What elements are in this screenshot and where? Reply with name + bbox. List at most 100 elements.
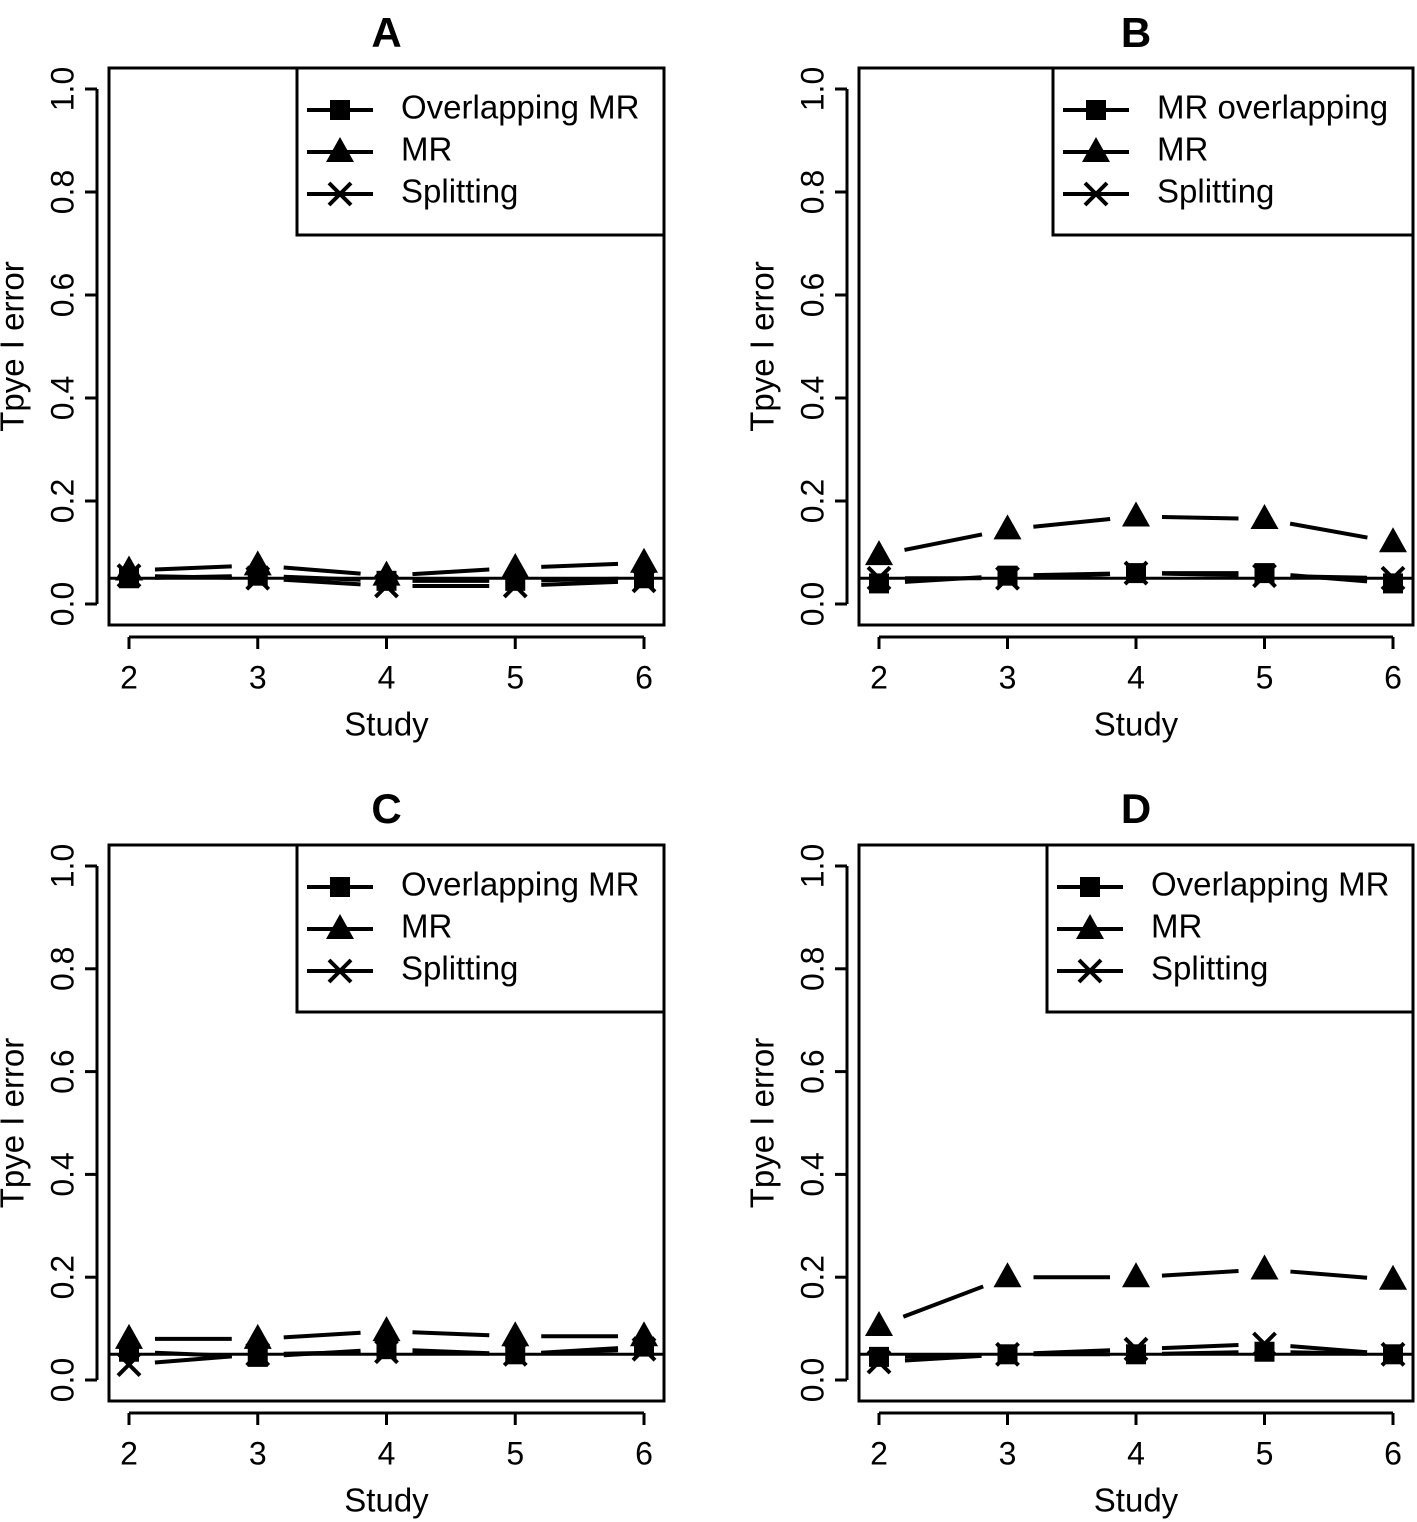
data-point xyxy=(374,573,399,599)
legend-label: MR overlapping xyxy=(1157,89,1388,126)
data-point xyxy=(1379,1264,1407,1290)
legend-item: Overlapping MR xyxy=(307,866,639,903)
data-point xyxy=(115,1323,143,1349)
legend-marker xyxy=(326,137,354,162)
y-tick-label: 0.6 xyxy=(794,1049,830,1093)
series-splitting xyxy=(116,1336,657,1377)
panel-c: C 2 3 4 5 6 Study 0.0 0.2 0.4 0.6 0.8 1.0 Tpye I erro… xyxy=(0,785,666,1519)
legend-item: MR xyxy=(1057,908,1202,945)
data-point xyxy=(993,514,1022,540)
legend-label: MR xyxy=(1151,908,1202,945)
x-tick-label: 4 xyxy=(378,659,396,695)
x-axis: 2 3 4 5 6 Study xyxy=(120,1411,653,1519)
data-point xyxy=(865,540,893,566)
y-tick-label: 1.0 xyxy=(44,67,80,111)
legend-item: Splitting xyxy=(1057,950,1268,987)
panel-d: D 2 3 4 5 6 Study 0.0 0.2 0.4 0.6 0.8 1.0 Tpye I erro… xyxy=(744,785,1415,1519)
y-tick-label: 0.8 xyxy=(44,947,80,991)
series-segment xyxy=(902,1284,984,1319)
y-tick-label: 1.0 xyxy=(794,67,830,111)
series-segment xyxy=(283,1330,361,1340)
series-mr xyxy=(865,1254,1407,1337)
x-tick-label: 3 xyxy=(249,1435,267,1471)
y-tick-label: 0.4 xyxy=(794,376,830,420)
series-segment xyxy=(1290,574,1368,580)
series-splitting xyxy=(866,1331,1406,1375)
data-point xyxy=(993,1262,1022,1288)
y-tick-label: 1.0 xyxy=(794,844,830,888)
legend-item: MR xyxy=(307,131,452,168)
data-point xyxy=(866,565,892,591)
legend-label: Overlapping MR xyxy=(401,89,639,126)
data-point xyxy=(869,573,889,594)
legend: MR overlapping MR Splitting xyxy=(1051,66,1415,237)
legend: Overlapping MR MR Splitting xyxy=(295,843,666,1014)
series-segment xyxy=(154,564,232,572)
data-point xyxy=(374,1339,399,1365)
x-axis-label: Study xyxy=(344,1482,429,1519)
y-tick-label: 0.8 xyxy=(44,170,80,214)
x-tick-label: 5 xyxy=(1256,1435,1274,1471)
legend-marker xyxy=(1076,914,1104,939)
legend-marker xyxy=(326,914,354,939)
series-segment xyxy=(541,579,619,587)
series-segment xyxy=(283,565,361,576)
series-segment xyxy=(904,1353,982,1363)
y-tick-label: 1.0 xyxy=(44,844,80,888)
series-segment xyxy=(1161,1350,1239,1356)
x-tick-label: 6 xyxy=(635,1435,653,1471)
y-tick-label: 0.8 xyxy=(794,947,830,991)
y-tick-label: 0.2 xyxy=(794,479,830,523)
x-axis-label: Study xyxy=(1094,1482,1179,1519)
data-point xyxy=(501,552,530,578)
x-tick-label: 5 xyxy=(506,1435,524,1471)
x-tick-label: 2 xyxy=(120,659,138,695)
series-overlapping-mr xyxy=(869,1341,1403,1367)
series-segment xyxy=(1161,514,1239,521)
x-axis: 2 3 4 5 6 Study xyxy=(120,635,653,743)
series-segment xyxy=(541,1348,619,1356)
data-point xyxy=(501,1321,530,1347)
y-axis-label: Tpye I error xyxy=(0,261,31,432)
data-point xyxy=(372,1316,401,1342)
legend-item: MR xyxy=(307,908,452,945)
data-point xyxy=(1126,1344,1146,1365)
legend-label: MR xyxy=(1157,131,1208,168)
legend-label: Splitting xyxy=(401,173,518,210)
panel-title: D xyxy=(1121,785,1151,832)
y-axis-label: Tpye I error xyxy=(0,1038,31,1209)
series-segment xyxy=(283,577,361,587)
data-point xyxy=(502,573,528,599)
y-axis: 0.0 0.2 0.4 0.6 0.8 1.0 Tpye I error xyxy=(744,844,849,1402)
y-axis: 0.0 0.2 0.4 0.6 0.8 1.0 Tpye I error xyxy=(0,67,99,626)
x-tick-label: 2 xyxy=(120,1435,138,1471)
x-tick-label: 5 xyxy=(506,659,524,695)
data-point xyxy=(1252,1331,1277,1357)
series-segment xyxy=(1290,1350,1368,1356)
x-tick-label: 3 xyxy=(999,659,1017,695)
y-tick-label: 0.4 xyxy=(794,1152,830,1196)
legend-label: Overlapping MR xyxy=(401,866,639,903)
series-segment xyxy=(283,574,361,582)
x-tick-label: 6 xyxy=(1384,1435,1402,1471)
data-point xyxy=(116,1352,142,1377)
legend-item: Splitting xyxy=(1063,173,1274,210)
series-segment xyxy=(154,1354,232,1365)
panel-b: B 2 3 4 5 6 Study 0.0 0.2 0.4 0.6 0.8 1.0 Tpye I erro… xyxy=(744,9,1415,743)
panel-title: B xyxy=(1121,9,1151,56)
panel-a: A 2 3 4 5 6 Study 0.0 0.2 0.4 0.6 0.8 1.0 Tpye I erro… xyxy=(0,9,666,743)
data-point xyxy=(1380,1341,1406,1367)
data-point xyxy=(995,565,1020,591)
series-segment xyxy=(1033,1348,1111,1356)
legend-marker xyxy=(330,877,350,897)
y-tick-label: 0.6 xyxy=(794,273,830,317)
y-tick-label: 0.2 xyxy=(794,1255,830,1299)
data-point xyxy=(115,555,143,581)
series-segment xyxy=(412,1350,490,1356)
data-point xyxy=(1123,560,1149,586)
series-segment xyxy=(1290,1344,1368,1355)
x-tick-label: 5 xyxy=(1256,659,1274,695)
series-segment xyxy=(283,1350,361,1356)
data-point xyxy=(1380,565,1406,591)
data-point xyxy=(630,1321,658,1347)
